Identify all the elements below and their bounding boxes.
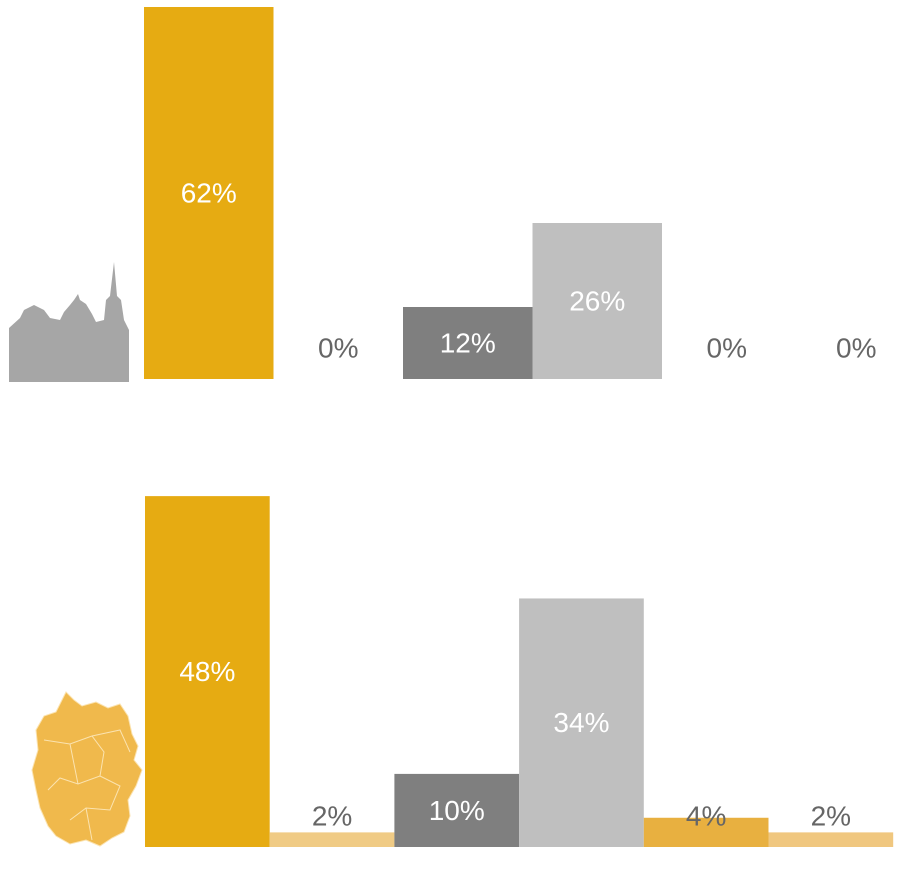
value-label: 2% [312, 800, 352, 831]
value-label: 62% [181, 177, 237, 208]
bar [768, 832, 894, 847]
bar [394, 773, 520, 847]
value-label: 12% [440, 327, 496, 358]
bar [403, 307, 533, 379]
bar [643, 817, 769, 847]
value-label: 34% [553, 707, 609, 738]
value-label: 48% [179, 656, 235, 687]
bar [519, 598, 644, 847]
value-label: 10% [429, 795, 485, 826]
value-label: 0% [836, 332, 876, 363]
bar [144, 7, 274, 379]
value-label: 2% [811, 800, 851, 831]
bar [532, 223, 662, 379]
value-label: 0% [318, 332, 358, 363]
value-label: 0% [707, 332, 747, 363]
bar [145, 496, 270, 847]
bar [269, 832, 395, 847]
germany-map-icon [31, 691, 143, 847]
city-icon [9, 262, 129, 382]
value-label: 4% [686, 800, 726, 831]
value-label: 26% [569, 285, 625, 316]
